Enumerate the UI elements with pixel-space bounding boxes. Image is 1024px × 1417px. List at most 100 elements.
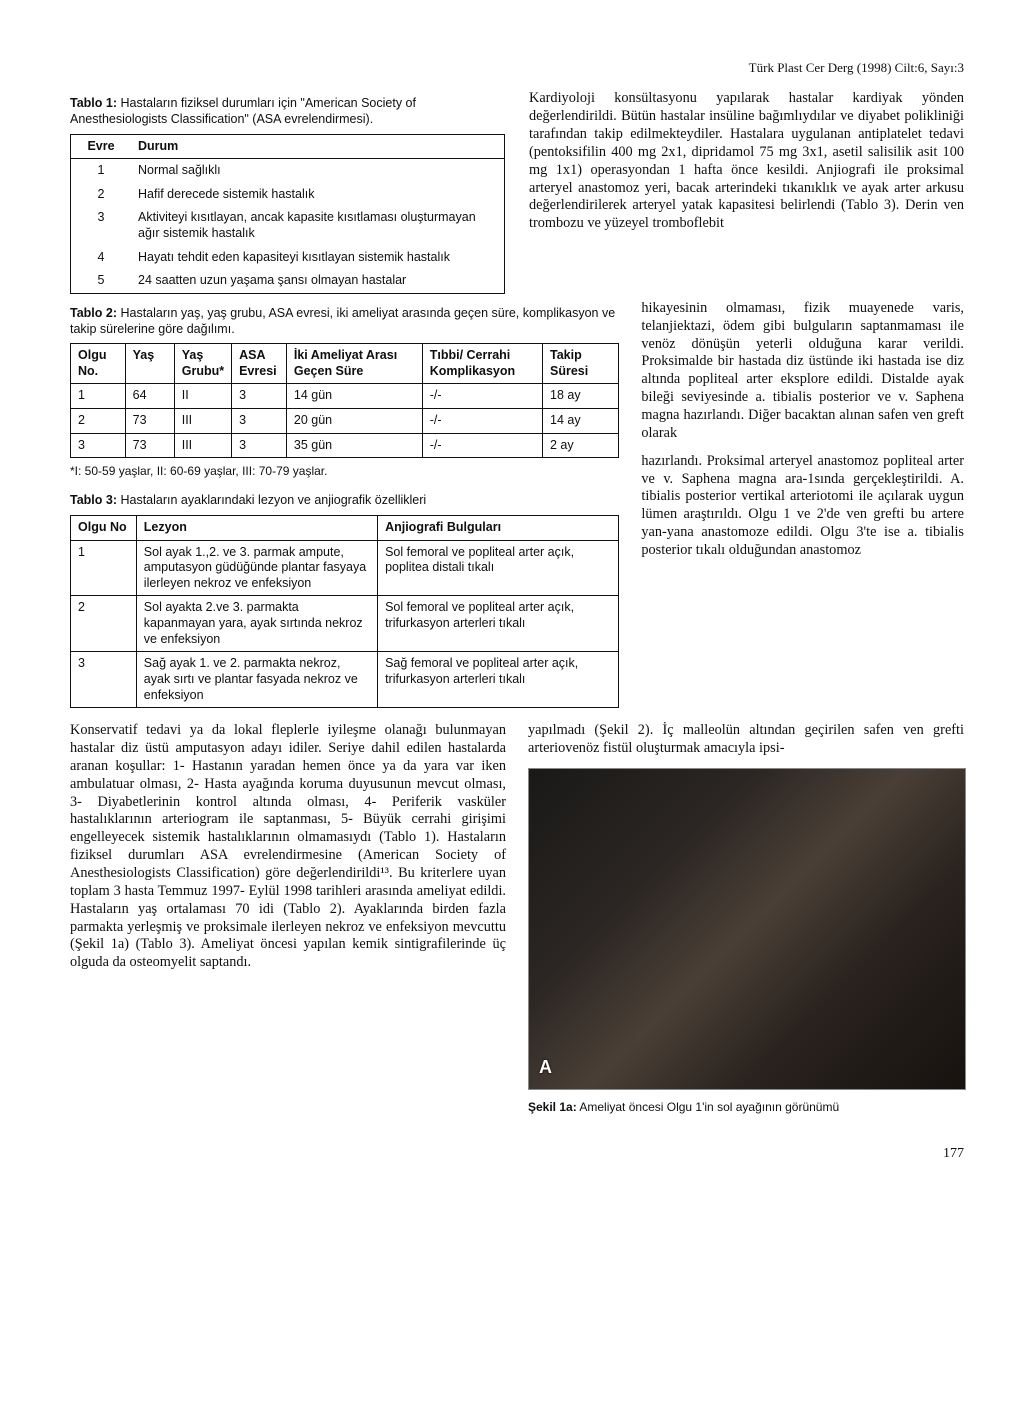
table3-cell: 3 (71, 652, 137, 708)
table3-cell: 2 (71, 596, 137, 652)
bottom-right-column: yapılmadı (Şekil 2). İç malleolün altınd… (528, 722, 964, 1115)
page-number: 177 (70, 1145, 964, 1163)
table-row: 2Hafif derecede sistemik hastalık (71, 183, 505, 207)
table2-cell: 3 (232, 433, 287, 458)
paragraph-bottom-left: Konservatif tedavi ya da lokal fleplerle… (70, 722, 506, 972)
table1-durum: Hafif derecede sistemik hastalık (131, 183, 505, 207)
table1-caption-bold: Tablo 1: (70, 96, 117, 110)
table2-cell: -/- (422, 384, 542, 409)
table-row: 4Hayatı tehdit eden kapasiteyi kısıtlaya… (71, 246, 505, 270)
table2-cell: III (174, 433, 231, 458)
table3-cell: Sol femoral ve popliteal arter açık, pop… (378, 540, 619, 596)
table3-cell: Sol femoral ve popliteal arter açık, tri… (378, 596, 619, 652)
table2-cell: 20 gün (286, 409, 422, 434)
table2-cell: -/- (422, 433, 542, 458)
mid-right-column: hikayesinin olmaması, fizik muayenede va… (641, 300, 964, 560)
table3-cell: Sol ayakta 2.ve 3. parmakta kapanmayan y… (136, 596, 377, 652)
table1-evre: 2 (71, 183, 132, 207)
table-row: 3 73 III 3 35 gün -/- 2 ay (71, 433, 619, 458)
table1-durum: 24 saatten uzun yaşama şansı olmayan has… (131, 269, 505, 293)
figure-badge: A (539, 1056, 552, 1079)
table2-cell: 3 (232, 384, 287, 409)
table2-th: Yaş Grubu* (174, 344, 231, 384)
table2: Olgu No. Yaş Yaş Grubu* ASA Evresi İki A… (70, 343, 619, 458)
table1-header-row: Evre Durum (71, 134, 505, 159)
table-row: 1Normal sağlıklı (71, 159, 505, 183)
figure-caption-rest: Ameliyat öncesi Olgu 1'in sol ayağının g… (577, 1100, 839, 1114)
table1-evre: 3 (71, 206, 132, 245)
table3-th: Olgu No (71, 515, 137, 540)
table1-evre: 4 (71, 246, 132, 270)
bottom-two-column: Konservatif tedavi ya da lokal fleplerle… (70, 722, 964, 1115)
table1-durum: Normal sağlıklı (131, 159, 505, 183)
table2-cell: II (174, 384, 231, 409)
table2-cell: 35 gün (286, 433, 422, 458)
table1-evre: 5 (71, 269, 132, 293)
table1-durum: Aktiviteyi kısıtlayan, ancak kapasite kı… (131, 206, 505, 245)
table2-cell: 14 gün (286, 384, 422, 409)
table3-cell: Sol ayak 1.,2. ve 3. parmak ampute, ampu… (136, 540, 377, 596)
table2-cell: 18 ay (543, 384, 619, 409)
table2-th: ASA Evresi (232, 344, 287, 384)
table3-caption: Tablo 3: Hastaların ayaklarındaki lezyon… (70, 493, 619, 509)
top-right-column: Kardiyoloji konsültasyonu yapılarak hast… (529, 90, 964, 233)
bottom-left-column: Konservatif tedavi ya da lokal fleplerle… (70, 722, 506, 972)
table2-cell: 14 ay (543, 409, 619, 434)
paragraph-right-lower: hazırlandı. Proksimal arteryel anastomoz… (641, 453, 964, 560)
table2-cell: 73 (125, 409, 174, 434)
table1-evre: 1 (71, 159, 132, 183)
table-row: 2 Sol ayakta 2.ve 3. parmakta kapanmayan… (71, 596, 619, 652)
table1: Evre Durum 1Normal sağlıklı 2Hafif derec… (70, 134, 505, 294)
table2-th: İki Ameliyat Arası Geçen Süre (286, 344, 422, 384)
table2-th: Olgu No. (71, 344, 126, 384)
table-row: 524 saatten uzun yaşama şansı olmayan ha… (71, 269, 505, 293)
table3-th: Lezyon (136, 515, 377, 540)
table3-header-row: Olgu No Lezyon Anjiografi Bulguları (71, 515, 619, 540)
top-two-column: Tablo 1: Hastaların fiziksel durumları i… (70, 90, 964, 294)
paragraph-top-right: Kardiyoloji konsültasyonu yapılarak hast… (529, 90, 964, 233)
figure-1a-image: A (528, 768, 966, 1090)
table3-cell: 1 (71, 540, 137, 596)
table-row: 3Aktiviteyi kısıtlayan, ancak kapasite k… (71, 206, 505, 245)
table3-caption-rest: Hastaların ayaklarındaki lezyon ve anjio… (117, 493, 426, 507)
table2-th: Takip Süresi (543, 344, 619, 384)
table3-cell: Sağ femoral ve popliteal arter açık, tri… (378, 652, 619, 708)
table3-th: Anjiografi Bulguları (378, 515, 619, 540)
table1-durum: Hayatı tehdit eden kapasiteyi kısıtlayan… (131, 246, 505, 270)
paragraph-right-mid: hikayesinin olmaması, fizik muayenede va… (641, 300, 964, 443)
table2-header-row: Olgu No. Yaş Yaş Grubu* ASA Evresi İki A… (71, 344, 619, 384)
table2-cell: 2 ay (543, 433, 619, 458)
table2-cell: -/- (422, 409, 542, 434)
table2-th: Tıbbi/ Cerrahi Komplikasyon (422, 344, 542, 384)
paragraph-bottom-right-intro: yapılmadı (Şekil 2). İç malleolün altınd… (528, 722, 964, 758)
table2-cell: 73 (125, 433, 174, 458)
figure-caption: Şekil 1a: Ameliyat öncesi Olgu 1'in sol … (528, 1100, 964, 1115)
table2-cell: 3 (232, 409, 287, 434)
table1-caption-rest: Hastaların fiziksel durumları için "Amer… (70, 96, 416, 126)
table2-th: Yaş (125, 344, 174, 384)
table3-caption-bold: Tablo 3: (70, 493, 117, 507)
table1-col1: Evre (71, 134, 132, 159)
mid-left-column: Tablo 2: Hastaların yaş, yaş grubu, ASA … (70, 300, 619, 708)
table-row: 2 73 III 3 20 gün -/- 14 ay (71, 409, 619, 434)
table2-cell: 3 (71, 433, 126, 458)
table2-caption: Tablo 2: Hastaların yaş, yaş grubu, ASA … (70, 306, 619, 337)
table2-caption-bold: Tablo 2: (70, 306, 117, 320)
journal-reference: Türk Plast Cer Derg (1998) Cilt:6, Sayı:… (70, 60, 964, 76)
table3-cell: Sağ ayak 1. ve 2. parmakta nekroz, ayak … (136, 652, 377, 708)
table1-col2: Durum (131, 134, 505, 159)
top-left-column: Tablo 1: Hastaların fiziksel durumları i… (70, 90, 505, 294)
table-row: 1 64 II 3 14 gün -/- 18 ay (71, 384, 619, 409)
table-row: 3 Sağ ayak 1. ve 2. parmakta nekroz, aya… (71, 652, 619, 708)
table2-caption-rest: Hastaların yaş, yaş grubu, ASA evresi, i… (70, 306, 615, 336)
table2-cell: 1 (71, 384, 126, 409)
figure-caption-bold: Şekil 1a: (528, 1100, 577, 1114)
table2-cell: III (174, 409, 231, 434)
table3: Olgu No Lezyon Anjiografi Bulguları 1 So… (70, 515, 619, 708)
table1-caption: Tablo 1: Hastaların fiziksel durumları i… (70, 96, 505, 127)
table2-cell: 64 (125, 384, 174, 409)
table-row: 1 Sol ayak 1.,2. ve 3. parmak ampute, am… (71, 540, 619, 596)
table2-footnote: *I: 50-59 yaşlar, II: 60-69 yaşlar, III:… (70, 464, 619, 479)
mid-two-column: Tablo 2: Hastaların yaş, yaş grubu, ASA … (70, 300, 964, 708)
table2-cell: 2 (71, 409, 126, 434)
